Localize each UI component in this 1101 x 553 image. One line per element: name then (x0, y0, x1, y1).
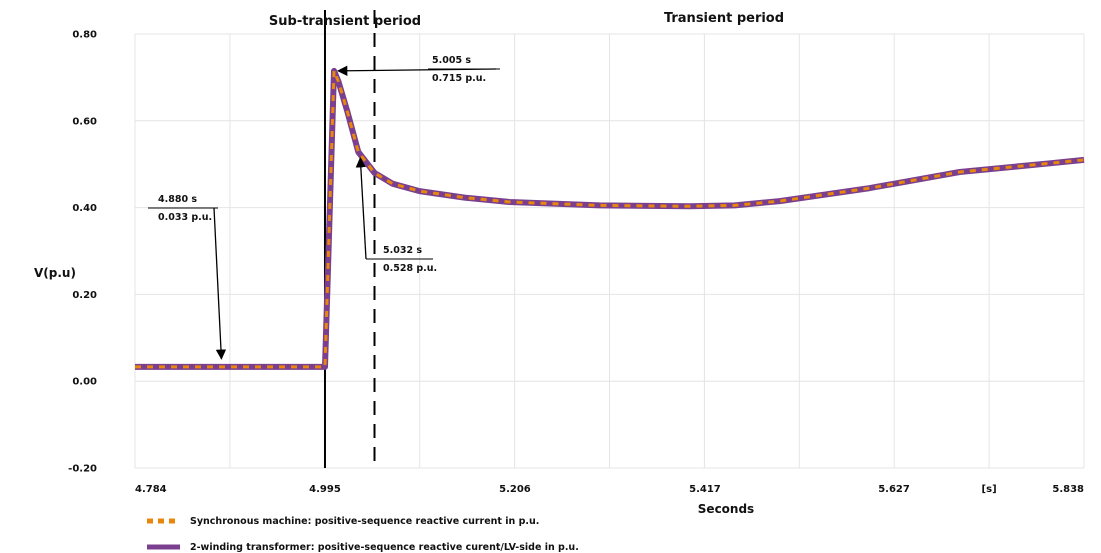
annotations: 4.880 s 0.033 p.u. 5.005 s 0.715 p.u. 5.032 … (148, 55, 500, 360)
x-tick-label: 4.995 (309, 484, 341, 495)
y-tick-label: -0.20 (68, 464, 97, 475)
annotation-value: 0.715 p.u. (432, 73, 486, 84)
y-tick-label: 0.00 (72, 377, 97, 388)
x-tick-label: 5.417 (689, 484, 721, 495)
legend: Synchronous machine: positive-sequence r… (147, 516, 579, 553)
sub-transient-period-label: Sub-transient period (269, 14, 421, 29)
annotation-arrow (336, 65, 497, 76)
annotation-time: 4.880 s (158, 194, 197, 205)
y-tick-label: 0.80 (72, 30, 97, 41)
annotation-0: 4.880 s 0.033 p.u. (148, 194, 227, 360)
annotation-time: 5.005 s (432, 55, 471, 66)
annotation-arrow (213, 207, 227, 360)
annotation-2: 5.032 s 0.528 p.u. (355, 157, 437, 274)
x-tick-label: [s] (982, 484, 997, 495)
annotation-time: 5.032 s (383, 245, 422, 256)
series-synchronous-machine-line (135, 70, 1085, 369)
legend-label-synchronous-machine: Synchronous machine: positive-sequence r… (190, 516, 539, 527)
x-tick-label: 5.838 (1052, 484, 1084, 495)
annotation-1: 5.005 s 0.715 p.u. (336, 55, 500, 84)
series-lines (135, 67, 1085, 370)
x-tick-label: 5.627 (878, 484, 910, 495)
x-axis-label: Seconds (698, 502, 754, 516)
annotation-value: 0.528 p.u. (383, 263, 437, 274)
y-axis-label: V(p.u) (34, 266, 76, 280)
legend-label-transformer: 2-winding transformer: positive-sequence… (190, 542, 579, 553)
annotation-arrow (355, 157, 367, 260)
y-tick-label: 0.40 (72, 203, 97, 214)
axis-tick-labels: 0.80 0.60 0.40 0.20 0.00 -0.20 4.784 4.995 5.206… (68, 30, 1084, 496)
y-tick-label: 0.60 (72, 116, 97, 127)
period-markers (323, 10, 376, 468)
grid-lines (134, 33, 1085, 469)
x-tick-label: 4.784 (135, 484, 167, 495)
y-tick-label: 0.20 (72, 290, 97, 301)
transient-period-label: Transient period (664, 11, 784, 26)
x-tick-label: 5.206 (499, 484, 531, 495)
annotation-value: 0.033 p.u. (158, 212, 212, 223)
